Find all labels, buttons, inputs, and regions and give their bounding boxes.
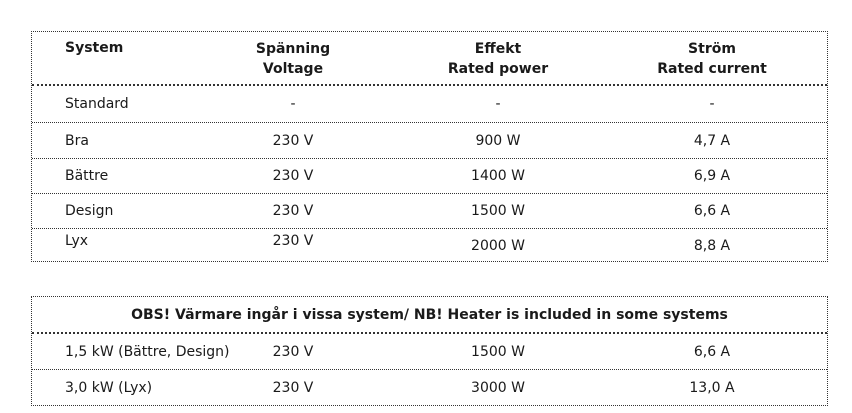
cell-voltage: 230 V <box>272 233 314 249</box>
heater-note: OBS! Värmare ingår i vissa system/ NB! H… <box>131 306 728 323</box>
cell-system: Bättre <box>65 168 109 184</box>
cell-system: 3,0 kW (Lyx) <box>65 379 153 396</box>
cell-current: 8,8 A <box>693 238 731 254</box>
cell-power: 3000 W <box>471 379 525 396</box>
table-row: Lyx 230 V 2000 W 8,8 A <box>32 229 827 261</box>
header-power-en: Rated power <box>447 61 549 77</box>
table-row: Standard - - - <box>32 86 827 123</box>
cell-voltage: 230 V <box>272 132 314 149</box>
cell-power: 1400 W <box>471 168 525 184</box>
cell-power: 900 W <box>475 132 521 149</box>
cell-system: 1,5 kW (Bättre, Design) <box>65 343 230 360</box>
header-voltage: Spänning Voltage <box>193 39 393 79</box>
header-voltage-sv: Spänning <box>255 41 331 57</box>
cell-power: 2000 W <box>471 238 525 254</box>
table-row: Bättre 230 V 1400 W 6,9 A <box>32 159 827 194</box>
cell-current: 13,0 A <box>689 379 735 396</box>
cell-power: 1500 W <box>471 343 525 360</box>
cell-system: Standard <box>65 96 129 112</box>
cell-voltage: 230 V <box>272 168 314 184</box>
heater-table: OBS! Värmare ingår i vissa system/ NB! H… <box>31 296 828 406</box>
header-current-en: Rated current <box>657 61 767 77</box>
cell-system: Lyx <box>65 233 89 249</box>
cell-current: 6,6 A <box>693 203 731 219</box>
cell-voltage: 230 V <box>272 379 314 396</box>
header-voltage-en: Voltage <box>262 61 324 77</box>
table-row: 3,0 kW (Lyx) 230 V 3000 W 13,0 A <box>32 370 827 405</box>
table-header: System Spänning Voltage Effekt Rated power… <box>32 32 827 86</box>
cell-current: - <box>709 96 715 112</box>
cell-current: 4,7 A <box>693 132 731 149</box>
table-row: 1,5 kW (Bättre, Design) 230 V 1500 W 6,6… <box>32 334 827 370</box>
table-row: Design 230 V 1500 W 6,6 A <box>32 194 827 229</box>
cell-voltage: 230 V <box>272 343 314 360</box>
cell-system: Design <box>65 203 114 219</box>
specs-table: System Spänning Voltage Effekt Rated power… <box>31 31 828 262</box>
cell-power: - <box>495 96 501 112</box>
header-power: Effekt Rated power <box>398 39 598 79</box>
cell-voltage: - <box>290 96 296 112</box>
header-system: System <box>65 40 124 56</box>
cell-system: Bra <box>65 132 89 149</box>
header-power-sv: Effekt <box>474 41 522 57</box>
cell-power: 1500 W <box>471 203 525 219</box>
table-row: Bra 230 V 900 W 4,7 A <box>32 123 827 159</box>
cell-current: 6,9 A <box>693 168 731 184</box>
cell-current: 6,6 A <box>693 343 731 360</box>
header-current: Ström Rated current <box>612 39 812 79</box>
cell-voltage: 230 V <box>272 203 314 219</box>
header-current-sv: Ström <box>688 41 736 57</box>
heater-table-header: OBS! Värmare ingår i vissa system/ NB! H… <box>32 297 827 334</box>
